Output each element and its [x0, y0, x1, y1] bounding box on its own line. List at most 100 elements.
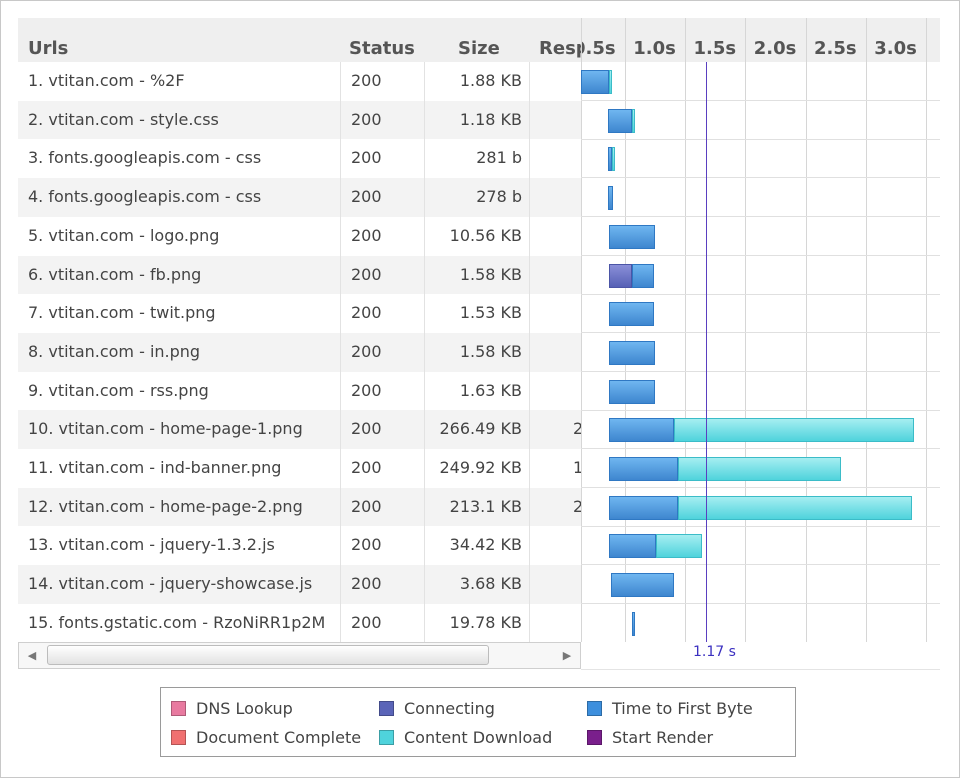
- legend-swatch-icon: [587, 701, 602, 716]
- waterfall-bar-ttfb[interactable]: [632, 263, 654, 288]
- document-complete-marker: [705, 62, 707, 642]
- request-row[interactable]: 9. vtitan.com - rss.png 200 1.63 KB: [18, 371, 581, 411]
- request-status: 200: [351, 458, 382, 477]
- document-complete-time-label: 1.17 s: [693, 644, 736, 660]
- request-row[interactable]: 14. vtitan.com - jquery-showcase.js 200 3.…: [18, 565, 581, 605]
- timeline-bottom-border: [581, 669, 940, 670]
- request-row[interactable]: 1. vtitan.com - %2F 200 1.88 KB: [18, 62, 581, 101]
- waterfall-bar-dl[interactable]: [611, 147, 615, 172]
- legend-label: DNS Lookup: [196, 699, 293, 718]
- request-response-time: 1: [573, 458, 581, 477]
- request-url: 1. vtitan.com - %2F: [28, 71, 185, 90]
- timeline-row: [581, 62, 940, 101]
- waterfall-bar-ttfb[interactable]: [608, 186, 613, 211]
- request-size: 19.78 KB: [449, 612, 522, 632]
- timeline-header: 0.5s 1.0s 1.5s 2.0s 2.5s 3.0s: [581, 18, 940, 62]
- legend-label: Start Render: [612, 728, 714, 747]
- scroll-right-arrow-icon[interactable]: ▶: [562, 649, 572, 662]
- waterfall-bar-ttfb[interactable]: [609, 224, 656, 249]
- waterfall-bar-dl[interactable]: [632, 108, 636, 133]
- waterfall-bar-ttfb[interactable]: [632, 611, 636, 636]
- time-axis-tick-label: 2.5s: [813, 38, 857, 59]
- legend-item: DNS Lookup: [171, 699, 293, 718]
- request-size: 213.1 KB: [449, 496, 522, 516]
- waterfall-bar-dl[interactable]: [674, 418, 915, 443]
- timeline-row: [581, 565, 940, 605]
- request-url: 11. vtitan.com - ind-banner.png: [28, 458, 282, 477]
- timeline-row: [581, 139, 940, 179]
- legend: DNS Lookup Connecting Time to First Byte Do…: [160, 687, 796, 757]
- column-header-status[interactable]: Status: [349, 38, 415, 59]
- timeline-row: [581, 372, 940, 411]
- column-header-size[interactable]: Size: [458, 38, 500, 59]
- request-row[interactable]: 15. fonts.gstatic.com - RzoNiRR1p2M 200 19…: [18, 603, 581, 642]
- time-axis-tick-label: 0.5s: [581, 38, 616, 59]
- legend-swatch-icon: [171, 701, 186, 716]
- request-status: 200: [351, 71, 382, 90]
- request-url: 4. fonts.googleapis.com - css: [28, 187, 262, 207]
- waterfall-bar-ttfb[interactable]: [609, 379, 656, 404]
- request-size: 10.56 KB: [449, 225, 522, 245]
- column-header-urls[interactable]: Urls: [28, 38, 69, 59]
- column-divider: [340, 62, 341, 642]
- request-size: 34.42 KB: [449, 535, 522, 555]
- request-status: 200: [351, 574, 382, 594]
- waterfall-bar-ttfb[interactable]: [609, 302, 654, 327]
- request-row[interactable]: 8. vtitan.com - in.png 200 1.58 KB: [18, 332, 581, 372]
- time-axis-tick-label: 1.0s: [633, 38, 676, 59]
- waterfall-bar-ttfb[interactable]: [609, 457, 678, 481]
- request-row[interactable]: 10. vtitan.com - home-page-1.png 200 266.4…: [18, 410, 581, 450]
- column-header-response[interactable]: Resp: [539, 38, 581, 59]
- timeline-row: [581, 333, 940, 372]
- waterfall-bar-dl[interactable]: [678, 457, 841, 481]
- time-axis-tick-label: 2.0s: [753, 38, 797, 59]
- waterfall-bar-ttfb[interactable]: [609, 495, 678, 520]
- waterfall-bar-ttfb[interactable]: [581, 70, 610, 94]
- waterfall-bar-ttfb[interactable]: [610, 573, 675, 598]
- request-status: 200: [351, 341, 382, 361]
- legend-label: Connecting: [404, 699, 495, 718]
- legend-item: Content Download: [379, 728, 552, 747]
- request-row[interactable]: 5. vtitan.com - logo.png 200 10.56 KB: [18, 216, 581, 256]
- waterfall-bar-dl[interactable]: [609, 70, 613, 94]
- timeline-row: [581, 604, 940, 642]
- request-row[interactable]: 12. vtitan.com - home-page-2.png 200 213.1…: [18, 487, 581, 527]
- horizontal-scrollbar[interactable]: ◀ ▶: [18, 642, 581, 669]
- timeline-row: [581, 178, 940, 218]
- scroll-left-arrow-icon[interactable]: ◀: [27, 649, 37, 662]
- request-size: 1.58 KB: [459, 341, 522, 361]
- request-url: 9. vtitan.com - rss.png: [28, 380, 209, 400]
- request-row[interactable]: 7. vtitan.com - twit.png 200 1.53 KB: [18, 294, 581, 334]
- request-url: 2. vtitan.com - style.css: [28, 109, 219, 129]
- request-row[interactable]: 4. fonts.googleapis.com - css 200 278 b: [18, 178, 581, 218]
- request-row[interactable]: 2. vtitan.com - style.css 200 1.18 KB: [18, 100, 581, 140]
- timeline-row: [581, 449, 940, 488]
- request-row[interactable]: 13. vtitan.com - jquery-1.3.2.js 200 34.42…: [18, 526, 581, 566]
- legend-swatch-icon: [379, 701, 394, 716]
- request-row[interactable]: 6. vtitan.com - fb.png 200 1.58 KB: [18, 255, 581, 295]
- waterfall-bar-dl[interactable]: [656, 534, 703, 559]
- legend-swatch-icon: [587, 730, 602, 745]
- waterfall-bar-dl[interactable]: [678, 495, 912, 520]
- waterfall-bar-ttfb[interactable]: [609, 534, 657, 559]
- scrollbar-thumb[interactable]: [47, 645, 489, 665]
- request-url: 3. fonts.googleapis.com - css: [28, 148, 262, 168]
- request-url: 12. vtitan.com - home-page-2.png: [28, 496, 303, 516]
- request-row[interactable]: 3. fonts.googleapis.com - css 200 281 b: [18, 139, 581, 179]
- waterfall-bar-conn[interactable]: [609, 263, 633, 288]
- request-size: 266.49 KB: [439, 419, 522, 439]
- request-size: 249.92 KB: [439, 458, 522, 477]
- request-status: 200: [351, 187, 382, 207]
- legend-item: Document Complete: [171, 728, 361, 747]
- legend-label: Time to First Byte: [612, 699, 753, 718]
- request-size: 1.53 KB: [459, 303, 522, 323]
- timeline-row: [581, 294, 940, 334]
- time-axis-tick-label: 1.5s: [693, 38, 737, 59]
- waterfall-bar-ttfb[interactable]: [609, 418, 675, 443]
- waterfall-bar-ttfb[interactable]: [609, 340, 656, 365]
- time-axis-tick-label: 3.0s: [874, 38, 917, 59]
- waterfall-bar-ttfb[interactable]: [608, 108, 633, 133]
- request-url: 8. vtitan.com - in.png: [28, 341, 201, 361]
- waterfall-bar-ttfb[interactable]: [608, 147, 612, 172]
- request-row[interactable]: 11. vtitan.com - ind-banner.png 200 249.92…: [18, 449, 581, 488]
